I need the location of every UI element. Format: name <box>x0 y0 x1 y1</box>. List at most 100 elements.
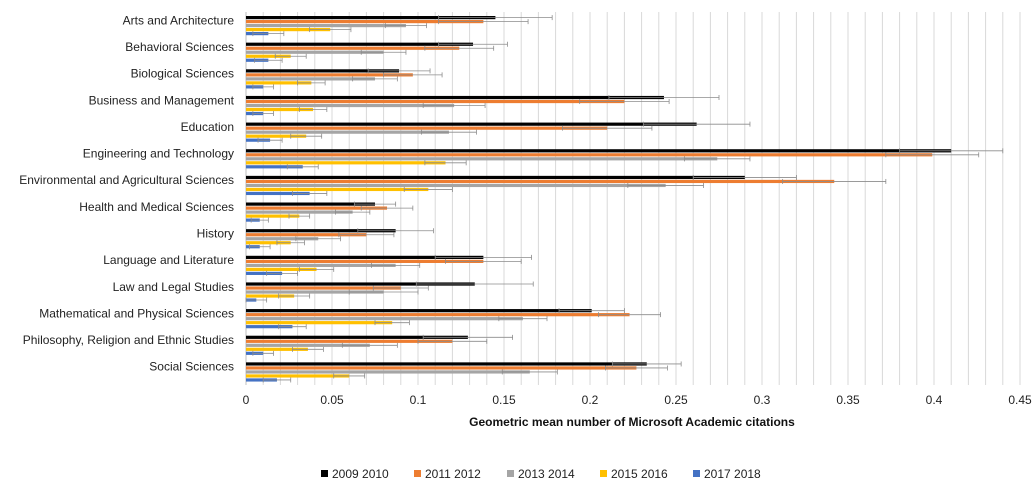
bar <box>246 103 455 108</box>
bar <box>246 335 468 339</box>
legend-swatch <box>414 470 421 477</box>
bar <box>246 153 933 157</box>
bar <box>246 374 350 378</box>
legend-label: 2017 2018 <box>704 467 761 481</box>
bar <box>246 325 293 329</box>
legend-swatch <box>507 470 514 477</box>
category-label: Arts and Architecture <box>123 13 235 27</box>
x-axis-title: Geometric mean number of Microsoft Acade… <box>469 415 795 429</box>
x-tick-label: 0.35 <box>836 393 860 407</box>
bar <box>246 99 625 104</box>
category-label: Biological Sciences <box>131 67 234 81</box>
x-tick-label: 0.2 <box>582 393 599 407</box>
bar <box>246 20 484 24</box>
bar <box>246 28 331 32</box>
bar <box>246 286 401 290</box>
category-label: Engineering and Technology <box>83 147 234 161</box>
x-tick-label: 0.05 <box>320 393 344 407</box>
bar <box>246 214 300 218</box>
legend-label: 2015 2016 <box>611 467 668 481</box>
bar <box>246 16 496 20</box>
legend-label: 2009 2010 <box>332 467 389 481</box>
bar <box>246 157 718 161</box>
legend-swatch <box>693 470 700 477</box>
legend-label: 2013 2014 <box>518 467 575 481</box>
bar <box>246 317 523 321</box>
bar <box>246 42 474 46</box>
legend-swatch <box>321 470 328 477</box>
bar <box>246 210 353 214</box>
bar <box>246 165 303 169</box>
bar <box>246 134 307 138</box>
bar <box>246 54 291 58</box>
x-tick-label: 0.1 <box>410 393 427 407</box>
legend-label: 2011 2012 <box>425 467 481 481</box>
bar <box>246 46 460 50</box>
bar <box>246 191 310 196</box>
bar <box>246 149 952 153</box>
x-tick-label: 0 <box>243 393 250 407</box>
bar <box>246 313 630 317</box>
bar <box>246 179 835 184</box>
bar <box>246 183 666 188</box>
bar <box>246 122 697 126</box>
bar <box>246 241 291 245</box>
bar <box>246 347 308 351</box>
bar <box>246 126 608 130</box>
bar <box>246 50 384 54</box>
category-label: Language and Literature <box>103 253 234 267</box>
bar <box>246 321 393 325</box>
bar <box>246 263 396 267</box>
x-tick-label: 0.4 <box>926 393 943 407</box>
category-label: Business and Management <box>89 93 235 107</box>
category-label: Behavioral Sciences <box>125 40 234 54</box>
bar <box>246 69 400 73</box>
bar <box>246 233 367 237</box>
x-tick-label: 0.3 <box>754 393 771 407</box>
legend-swatch <box>600 470 607 477</box>
bar <box>246 362 647 366</box>
bar <box>246 107 314 112</box>
bar <box>246 237 319 241</box>
x-tick-label: 0.25 <box>664 393 688 407</box>
grid-layer <box>245 12 1021 385</box>
bar <box>246 370 530 374</box>
category-label: Environmental and Agricultural Sciences <box>19 173 234 187</box>
bar <box>246 378 277 382</box>
bar <box>246 343 370 347</box>
bar <box>246 175 745 180</box>
bar <box>246 81 312 85</box>
bar <box>246 187 429 192</box>
bar <box>246 309 592 313</box>
category-label: Philosophy, Religion and Ethnic Studies <box>23 333 234 347</box>
legend: 2009 2010 2011 2012 2013 2014 2015 2016 2017… <box>321 467 761 481</box>
bar <box>246 77 375 81</box>
bar <box>246 339 453 343</box>
bar <box>246 95 664 100</box>
bar <box>246 73 413 77</box>
bar <box>246 206 388 210</box>
bar <box>246 229 396 233</box>
bar <box>246 294 295 298</box>
category-label: Education <box>181 120 234 134</box>
bar <box>246 271 283 275</box>
bar <box>246 130 449 134</box>
bar <box>246 24 406 28</box>
bar <box>246 290 384 294</box>
bar <box>246 366 637 370</box>
category-label: Health and Medical Sciences <box>79 200 234 214</box>
category-label: Social Sciences <box>149 360 234 374</box>
bar <box>246 202 375 206</box>
category-label: Mathematical and Physical Sciences <box>39 306 234 320</box>
bar <box>246 259 484 263</box>
bar <box>246 282 475 286</box>
labels-layer: 0 0.05 0.1 0.15 0.2 0.25 0.3 0.35 0.4 0.45 Arts an… <box>19 13 1032 407</box>
category-label: Law and Legal Studies <box>113 280 234 294</box>
x-tick-label: 0.15 <box>492 393 516 407</box>
bar <box>246 267 317 271</box>
category-label: History <box>197 226 234 240</box>
bar <box>246 255 484 259</box>
bars-layer <box>245 15 1004 383</box>
bar <box>246 161 446 165</box>
